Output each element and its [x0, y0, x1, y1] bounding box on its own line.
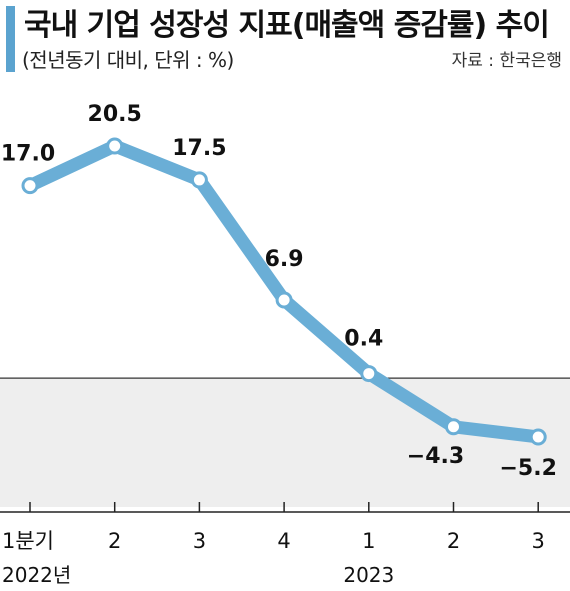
- x-tick-label: 2: [108, 529, 121, 553]
- data-label: −4.3: [407, 444, 464, 469]
- data-label: −5.2: [499, 456, 556, 481]
- title-accent-bar: [6, 6, 15, 72]
- chart-subtitle: (전년동기 대비, 단위 : %): [22, 48, 234, 72]
- data-point: [360, 365, 378, 383]
- source-note: 자료 : 한국은행: [451, 51, 562, 71]
- data-point: [275, 291, 293, 309]
- x-tick-label: 1: [362, 529, 375, 553]
- x-tick-label: 2: [447, 529, 460, 553]
- x-year-label: 2022년: [2, 563, 71, 587]
- data-point: [445, 418, 462, 436]
- data-point: [21, 177, 39, 195]
- data-point: [106, 137, 124, 155]
- data-label: 0.4: [344, 327, 383, 352]
- x-tick-label: 3: [193, 529, 206, 553]
- data-point: [529, 428, 547, 446]
- x-tick-label: 1분기: [2, 529, 54, 553]
- x-tick-label: 4: [277, 529, 290, 553]
- x-year-label: 2023: [343, 563, 394, 587]
- data-point: [190, 171, 208, 189]
- data-label: 20.5: [88, 102, 142, 127]
- chart-title: 국내 기업 성장성 지표(매출액 증감률) 추이: [24, 8, 550, 43]
- data-label: 17.0: [1, 142, 55, 167]
- x-tick-label: 3: [532, 529, 545, 553]
- data-label: 6.9: [265, 247, 304, 272]
- data-label: 17.5: [172, 136, 226, 161]
- negative-region: [0, 378, 570, 507]
